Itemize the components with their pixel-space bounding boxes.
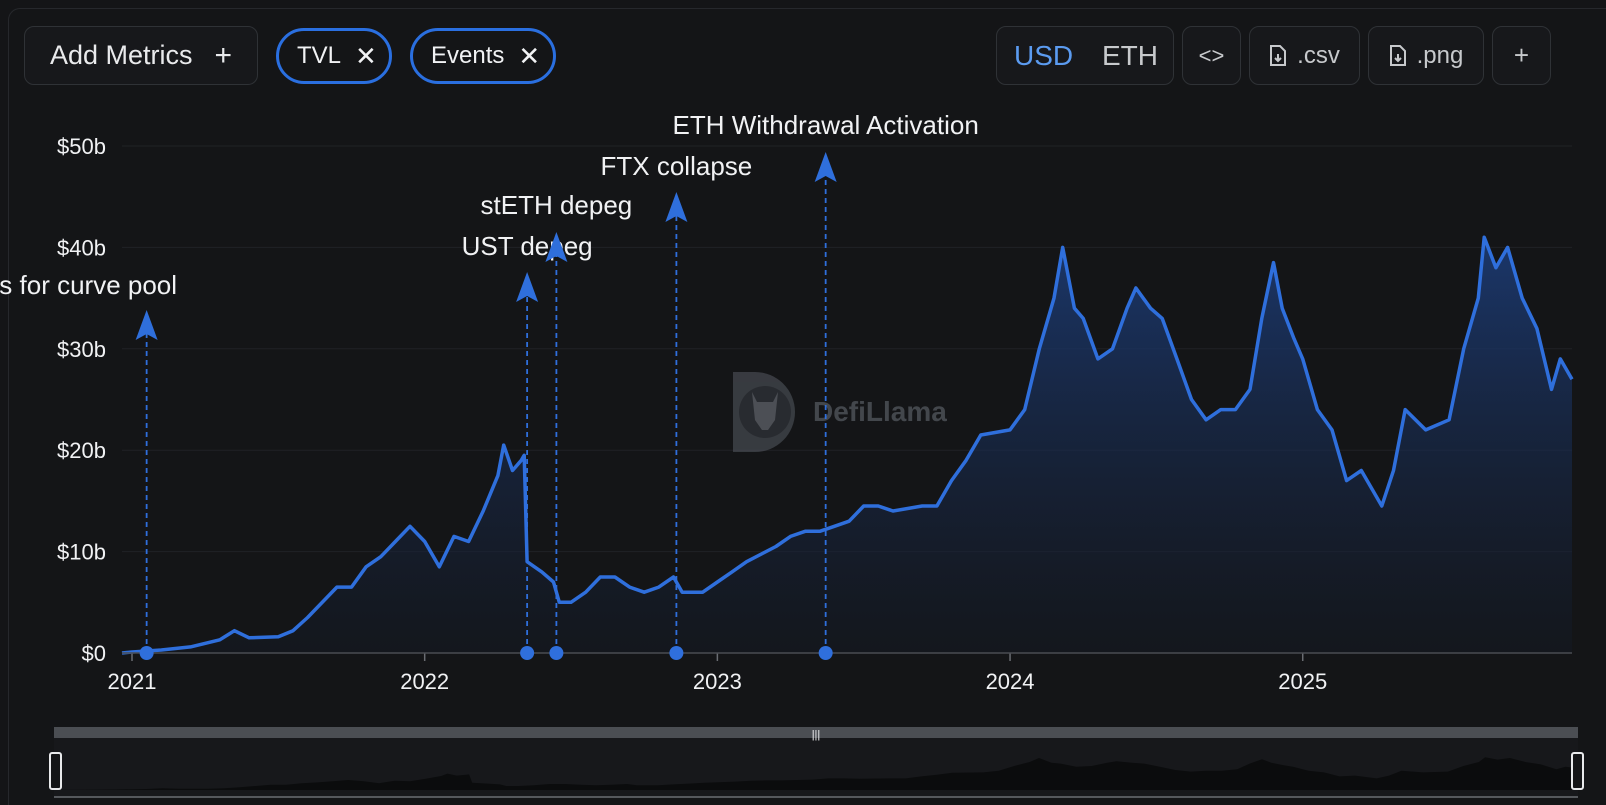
add-chart-button[interactable]: + (1492, 26, 1551, 85)
brush-mini-area (54, 757, 1578, 790)
embed-button[interactable]: <> (1182, 26, 1241, 85)
plus-icon: + (1513, 40, 1530, 70)
pill-label: TVL (297, 42, 342, 69)
currency-option-usd[interactable]: USD (1014, 39, 1074, 71)
event-dot[interactable] (669, 646, 684, 660)
pill-label: Events (431, 42, 505, 69)
brush-left-handle[interactable] (49, 752, 62, 790)
event-label: stETH depeg (481, 190, 633, 220)
event-dot[interactable] (139, 646, 154, 660)
currency-toggle: USD ETH (996, 26, 1174, 85)
plus-icon: + (214, 38, 233, 72)
close-icon[interactable]: ✕ (355, 41, 377, 71)
download-csv-button[interactable]: .csv (1249, 26, 1360, 85)
y-tick-label: $10b (57, 540, 106, 565)
event-label: f incentives for curve pool (0, 270, 177, 300)
range-brush[interactable]: ||| (49, 727, 1584, 798)
code-icon: <> (1198, 42, 1225, 68)
png-label: .png (1416, 41, 1464, 69)
x-tick-label: 2022 (400, 669, 449, 694)
x-tick-label: 2021 (108, 669, 157, 694)
event-arrow-icon (814, 152, 837, 182)
y-tick-label: $30b (57, 337, 106, 362)
x-tick-label: 2025 (1278, 669, 1327, 694)
event-arrow-icon (545, 232, 568, 262)
event-dot[interactable] (520, 646, 535, 660)
x-tick-label: 2024 (986, 669, 1035, 694)
event-marker[interactable]: FTX collapse (601, 151, 753, 660)
brush-grip-icon: ||| (812, 729, 821, 741)
watermark-text: DefiLlama (813, 396, 947, 427)
event-dot[interactable] (818, 646, 833, 660)
event-marker[interactable]: ETH Withdrawal Activation (672, 110, 979, 660)
metric-pill-events[interactable]: Events ✕ (410, 28, 556, 84)
defillama-watermark: DefiLlama (733, 372, 947, 452)
x-tick-label: 2023 (693, 669, 742, 694)
download-png-button[interactable]: .png (1368, 26, 1484, 85)
csv-label: .csv (1297, 41, 1340, 69)
event-dot[interactable] (549, 646, 564, 660)
y-tick-label: $40b (57, 235, 106, 260)
add-metrics-button[interactable]: Add Metrics + (24, 26, 258, 85)
tvl-line (121, 235, 1574, 655)
file-download-icon (1389, 44, 1406, 66)
event-label: UST depeg (462, 231, 593, 261)
file-download-icon (1270, 44, 1287, 66)
tvl-area (122, 237, 1572, 654)
event-marker[interactable]: f incentives for curve pool (0, 270, 177, 660)
metric-pill-tvl[interactable]: TVL ✕ (276, 28, 392, 84)
chart-panel (8, 8, 1606, 805)
close-icon[interactable]: ✕ (518, 41, 541, 71)
y-tick-label: $0 (82, 641, 106, 666)
currency-option-eth[interactable]: ETH (1102, 39, 1158, 71)
event-arrow-icon (665, 192, 688, 222)
y-tick-label: $20b (57, 438, 106, 463)
event-label: FTX collapse (601, 151, 753, 181)
add-metrics-label: Add Metrics (49, 40, 193, 70)
event-arrow-icon (516, 272, 539, 302)
llama-logo-icon (733, 372, 795, 452)
brush-right-handle[interactable] (1571, 752, 1584, 790)
y-tick-label: $50b (57, 134, 106, 159)
event-arrow-icon (135, 310, 158, 340)
event-marker[interactable]: stETH depeg (481, 190, 633, 660)
brush-selection-bar[interactable] (54, 727, 1578, 738)
event-label: ETH Withdrawal Activation (672, 110, 978, 140)
event-marker[interactable]: UST depeg (462, 231, 593, 660)
